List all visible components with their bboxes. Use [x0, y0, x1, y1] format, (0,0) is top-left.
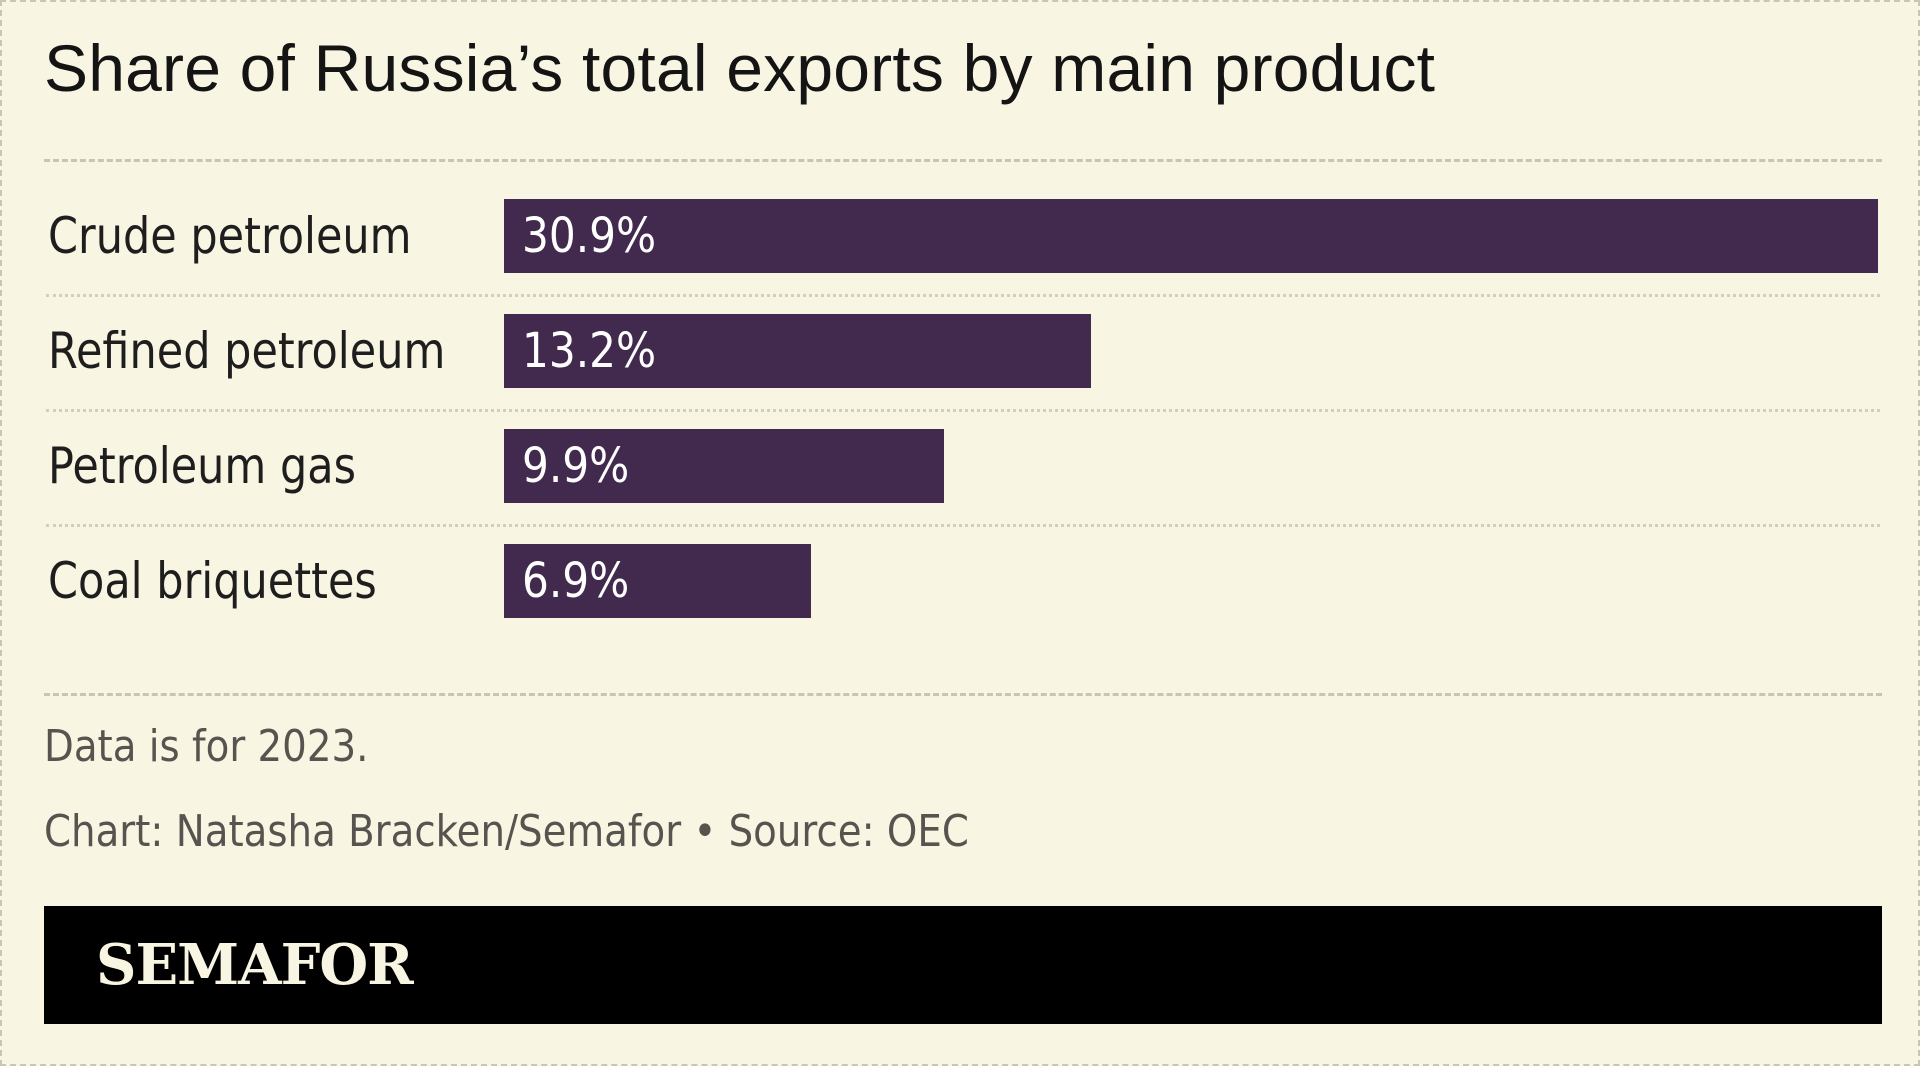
category-label: Crude petroleum [48, 207, 412, 265]
row-separator [46, 294, 1880, 297]
credit-line: Chart: Natasha Bracken/Semafor • Source:… [44, 806, 969, 857]
brand-footer: SEMAFOR [44, 906, 1882, 1024]
bar-value-label: 9.9% [522, 438, 630, 494]
header-divider [44, 159, 1882, 162]
bar: 9.9% [504, 429, 945, 503]
row-separator [46, 409, 1880, 412]
bar-value-label: 13.2% [522, 323, 657, 379]
footer-divider [44, 693, 1882, 696]
bar: 13.2% [504, 314, 1091, 388]
row-separator [46, 524, 1880, 527]
category-label: Refined petroleum [48, 322, 446, 380]
category-label: Coal briquettes [48, 552, 377, 610]
bar: 6.9% [504, 544, 811, 618]
semafor-logo: SEMAFOR [96, 932, 414, 998]
category-label: Petroleum gas [48, 437, 357, 495]
bar-value-label: 6.9% [522, 553, 630, 609]
bar: 30.9% [504, 199, 1878, 273]
chart-title: Share of Russia’s total exports by main … [44, 31, 1436, 105]
bar-value-label: 30.9% [522, 208, 657, 264]
data-year-note: Data is for 2023. [44, 721, 369, 772]
